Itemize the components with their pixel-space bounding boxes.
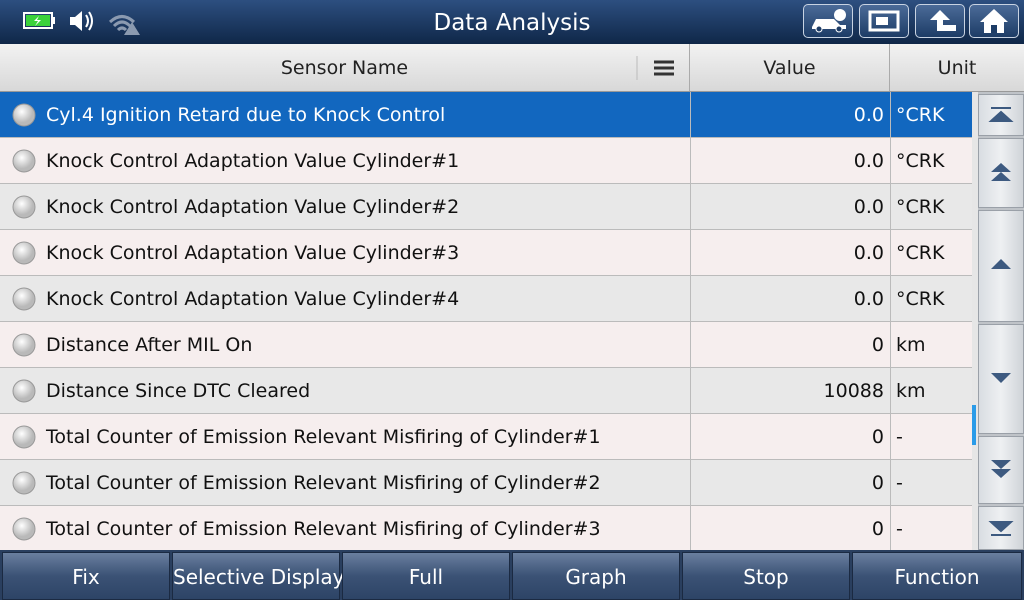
table-header: Sensor Name Value Unit — [0, 44, 1024, 92]
sensor-value: 0.0 — [690, 184, 890, 229]
table-row[interactable]: Cyl.4 Ignition Retard due to Knock Contr… — [0, 92, 972, 138]
icon — [868, 10, 900, 32]
sensor-value: 0.0 — [690, 276, 890, 321]
table-body: Cyl.4 Ignition Retard due to Knock Contr… — [0, 92, 972, 550]
icon — [930, 10, 956, 31]
status-icons — [23, 11, 140, 35]
row-radio[interactable] — [11, 194, 37, 220]
toolbar-button[interactable]: Fix — [2, 552, 170, 600]
row-radio[interactable] — [11, 424, 37, 450]
icon — [991, 460, 1011, 478]
scroll-panel — [978, 92, 1024, 550]
toolbar-button[interactable]: Graph — [512, 552, 680, 600]
scroll-track — [972, 92, 978, 550]
table-row[interactable]: Knock Control Adaptation Value Cylinder#… — [0, 184, 972, 230]
sensor-name: Total Counter of Emission Relevant Misfi… — [46, 518, 601, 540]
row-radio[interactable] — [11, 148, 37, 174]
row-radio[interactable] — [11, 240, 37, 266]
row-radio[interactable] — [11, 470, 37, 496]
icon — [812, 9, 846, 33]
icon — [991, 259, 1011, 269]
sensor-value: 0 — [690, 322, 890, 367]
row-radio[interactable] — [11, 516, 37, 542]
sensor-name: Total Counter of Emission Relevant Misfi… — [46, 426, 601, 448]
line-down[interactable] — [978, 324, 1024, 434]
sensor-unit: - — [890, 460, 972, 505]
icon — [988, 107, 1014, 122]
row-radio[interactable] — [11, 332, 37, 358]
table-row[interactable]: Knock Control Adaptation Value Cylinder#… — [0, 230, 972, 276]
top-bar: Data Analysis — [0, 0, 1024, 44]
table-row[interactable]: Distance Since DTC Cleared 10088 km — [0, 368, 972, 414]
sensor-name: Total Counter of Emission Relevant Misfi… — [46, 472, 601, 494]
row-radio[interactable] — [11, 378, 37, 404]
sensor-value: 10088 — [690, 368, 890, 413]
scroll-bottom[interactable] — [978, 506, 1024, 550]
sensor-unit: °CRK — [890, 184, 972, 229]
back-button[interactable] — [915, 4, 965, 38]
scroll-top[interactable] — [978, 94, 1024, 136]
scroll-thumb — [972, 405, 976, 445]
sensor-value: 0.0 — [690, 138, 890, 183]
sensor-unit: - — [890, 414, 972, 459]
toolbar-button[interactable]: Stop — [682, 552, 850, 600]
sensor-unit: °CRK — [890, 138, 972, 183]
table-row[interactable]: Total Counter of Emission Relevant Misfi… — [0, 506, 972, 550]
page-up[interactable] — [978, 138, 1024, 208]
icon — [980, 9, 1008, 33]
sensor-unit: °CRK — [890, 92, 972, 137]
sensor-unit: °CRK — [890, 276, 972, 321]
row-radio[interactable] — [11, 286, 37, 312]
icon — [991, 373, 1011, 383]
sensor-unit: °CRK — [890, 230, 972, 275]
sensor-value: 0 — [690, 506, 890, 550]
line-up[interactable] — [978, 210, 1024, 322]
sensor-value: 0.0 — [690, 92, 890, 137]
table-row[interactable]: Total Counter of Emission Relevant Misfi… — [0, 460, 972, 506]
table-row[interactable]: Knock Control Adaptation Value Cylinder#… — [0, 138, 972, 184]
toolbar-button[interactable]: Selective Display — [172, 552, 344, 600]
column-menu[interactable] — [636, 54, 680, 82]
vehicle-info-button[interactable] — [803, 4, 853, 38]
sensor-value: 0.0 — [690, 230, 890, 275]
home-button[interactable] — [969, 4, 1019, 38]
table-row[interactable]: Total Counter of Emission Relevant Misfi… — [0, 414, 972, 460]
sensor-unit: - — [890, 506, 972, 550]
screenshot-button[interactable] — [859, 4, 909, 38]
bottom-toolbar: Fix Selective Display Full Graph Stop Functio… — [0, 550, 1024, 600]
table-row[interactable]: Distance After MIL On 0 km — [0, 322, 972, 368]
column-header: Value — [690, 44, 890, 91]
sensor-unit: km — [890, 322, 972, 367]
icon — [991, 163, 1011, 181]
sensor-name: Knock Control Adaptation Value Cylinder#… — [46, 288, 460, 310]
column-header: Unit — [937, 57, 977, 79]
column-header: Sensor Name — [0, 44, 690, 91]
title: Data Analysis — [433, 10, 591, 36]
sensor-value: 0 — [690, 460, 890, 505]
toolbar-button[interactable]: Function — [852, 552, 1022, 600]
sensor-name: Distance Since DTC Cleared — [46, 380, 311, 402]
sensor-unit: km — [890, 368, 972, 413]
icon — [988, 521, 1014, 536]
sensor-name: Knock Control Adaptation Value Cylinder#… — [46, 150, 460, 172]
sensor-value: 0 — [690, 414, 890, 459]
page-down[interactable] — [978, 436, 1024, 504]
sensor-name: Distance After MIL On — [46, 334, 253, 356]
toolbar-button[interactable]: Full — [342, 552, 510, 600]
row-radio[interactable] — [11, 102, 37, 128]
sensor-name: Knock Control Adaptation Value Cylinder#… — [46, 242, 460, 264]
sensor-name: Cyl.4 Ignition Retard due to Knock Contr… — [46, 104, 446, 126]
sensor-name: Knock Control Adaptation Value Cylinder#… — [46, 196, 460, 218]
table-row[interactable]: Knock Control Adaptation Value Cylinder#… — [0, 276, 972, 322]
